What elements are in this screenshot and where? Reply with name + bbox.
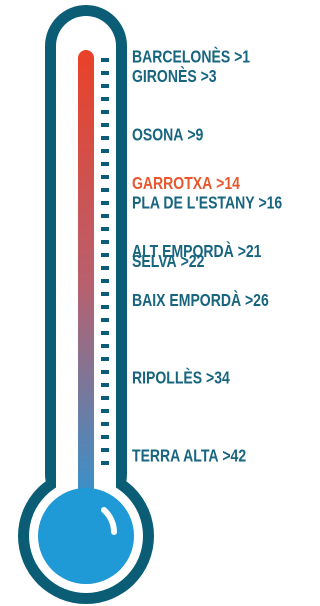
category-label: BAIX EMPORDÀ xyxy=(132,289,241,310)
scale-tick xyxy=(101,396,109,400)
value-label: >9 xyxy=(187,125,203,145)
scale-tick xyxy=(101,227,109,231)
chart: BARCELONÈS>1GIRONÈS>3OSONA>9GARROTXA>14P… xyxy=(0,0,288,606)
scale-tick xyxy=(101,97,109,101)
label: BARCELONÈS>1 xyxy=(132,46,250,67)
value-label: >34 xyxy=(206,368,230,388)
scale-tick xyxy=(101,292,109,296)
label-group: SELVA>22 xyxy=(132,252,204,272)
category-label: PLA DE L'ESTANY xyxy=(132,193,255,213)
scale-tick xyxy=(101,279,109,283)
scale-tick xyxy=(101,214,109,218)
scale-tick xyxy=(101,123,109,127)
label: RIPOLLÈS>34 xyxy=(132,367,230,388)
scale-tick xyxy=(101,149,109,153)
scale-tick xyxy=(101,409,109,413)
label: SELVA>22 xyxy=(132,252,204,272)
scale-tick xyxy=(101,58,109,62)
category-label: GIRONÈS xyxy=(132,65,197,86)
value-label: >22 xyxy=(181,252,205,272)
scale-tick xyxy=(101,344,109,348)
scale-tick xyxy=(101,84,109,88)
scale-tick xyxy=(101,240,109,244)
value-label: >26 xyxy=(245,290,269,310)
scale-tick xyxy=(101,331,109,335)
scale-tick xyxy=(101,188,109,192)
label-group: TERRA ALTA>42 xyxy=(132,446,246,466)
scale-tick xyxy=(101,357,109,361)
scale-tick xyxy=(101,71,109,75)
scale-tick xyxy=(101,370,109,374)
label: PLA DE L'ESTANY>16 xyxy=(132,193,282,213)
label: TERRA ALTA>42 xyxy=(132,446,246,466)
value-label: >16 xyxy=(258,193,282,213)
label-group: OSONA>9 xyxy=(132,125,203,145)
category-label: TERRA ALTA xyxy=(132,446,219,466)
scale-tick xyxy=(101,435,109,439)
label: OSONA>9 xyxy=(132,125,203,145)
scale-tick xyxy=(101,201,109,205)
scale-tick xyxy=(101,175,109,179)
scale-tick xyxy=(101,461,109,465)
scale-tick xyxy=(101,136,109,140)
scale-tick xyxy=(101,318,109,322)
label-group: GIRONÈS>3 xyxy=(132,65,217,86)
value-label: >14 xyxy=(216,174,240,194)
label-group: BARCELONÈS>1 xyxy=(132,46,250,67)
category-label: OSONA xyxy=(132,125,184,145)
value-label: >1 xyxy=(234,47,250,67)
label: GIRONÈS>3 xyxy=(132,65,217,86)
label-group: RIPOLLÈS>34 xyxy=(132,367,230,388)
value-label: >3 xyxy=(201,67,217,87)
scale-tick xyxy=(101,422,109,426)
label: GARROTXA>14 xyxy=(132,174,240,194)
category-label: BARCELONÈS xyxy=(132,46,230,67)
category-label: RIPOLLÈS xyxy=(132,367,202,388)
category-label: SELVA xyxy=(132,252,177,272)
label-group: BAIX EMPORDÀ>26 xyxy=(132,289,269,310)
scale-tick xyxy=(101,383,109,387)
scale-tick xyxy=(101,448,109,452)
category-label: GARROTXA xyxy=(132,174,213,194)
label-group: GARROTXA>14 xyxy=(132,174,240,194)
scale-tick xyxy=(101,162,109,166)
scale-tick xyxy=(101,110,109,114)
label-group: PLA DE L'ESTANY>16 xyxy=(132,193,282,213)
scale-tick xyxy=(101,305,109,309)
scale-tick xyxy=(101,266,109,270)
scale-tick xyxy=(101,253,109,257)
value-label: >21 xyxy=(238,242,262,262)
label: BAIX EMPORDÀ>26 xyxy=(132,289,269,310)
value-label: >42 xyxy=(222,446,246,466)
